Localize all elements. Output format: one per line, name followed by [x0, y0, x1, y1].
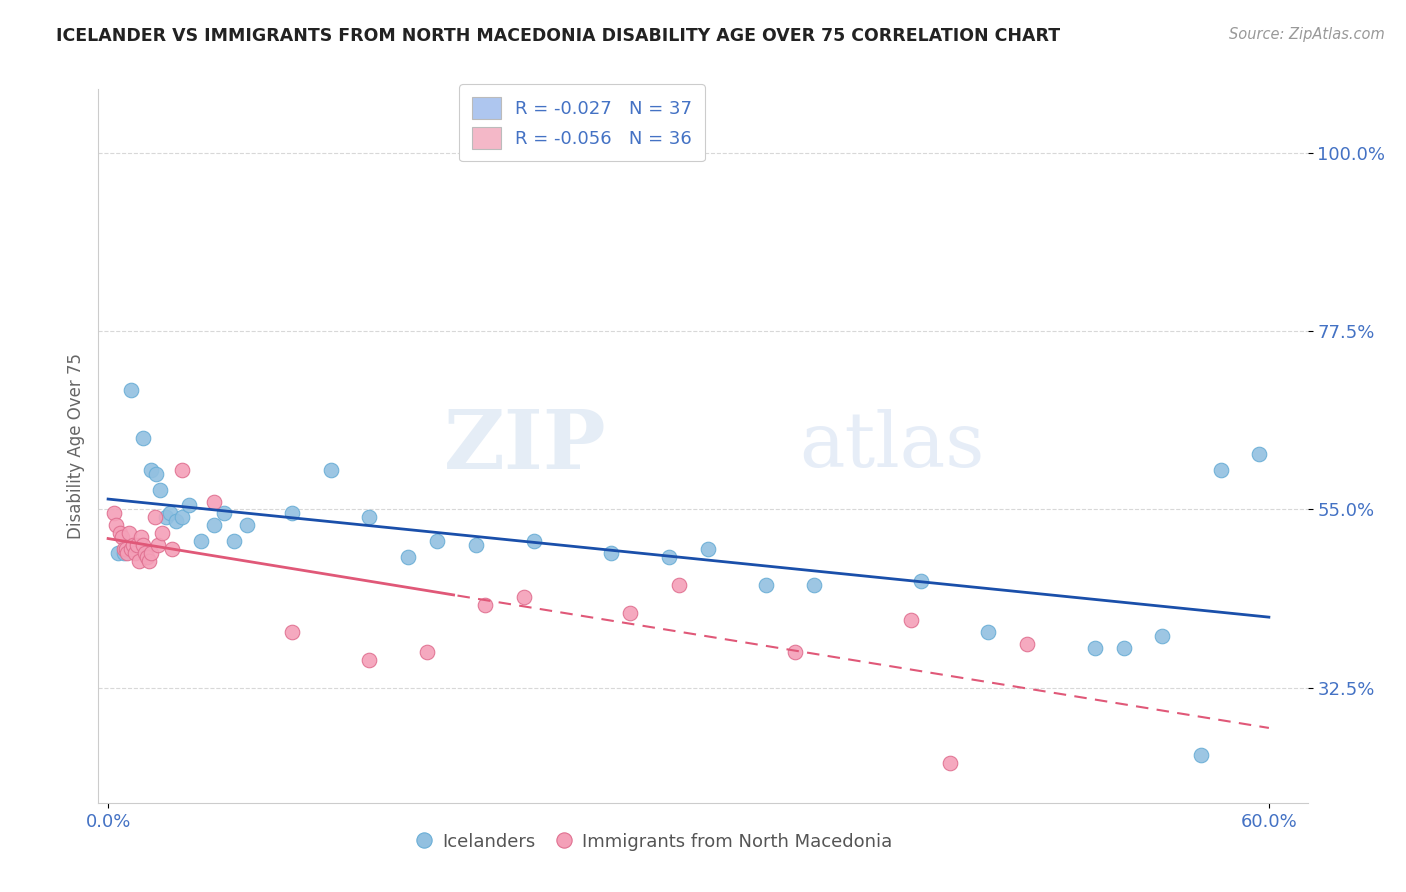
Point — [114, 542, 136, 557]
Point — [118, 526, 141, 541]
Point — [359, 653, 381, 667]
Point — [696, 542, 718, 557]
Point — [396, 549, 419, 564]
Point — [170, 510, 193, 524]
Point — [658, 549, 681, 564]
Point — [236, 518, 259, 533]
Point — [783, 645, 806, 659]
Point — [1189, 748, 1212, 763]
Point — [416, 645, 439, 659]
Point — [143, 510, 166, 524]
Point — [600, 546, 623, 560]
Point — [117, 546, 139, 560]
Point — [523, 534, 546, 549]
Point — [145, 467, 167, 481]
Point — [139, 463, 162, 477]
Point — [1249, 447, 1271, 461]
Legend: Icelanders, Immigrants from North Macedonia: Icelanders, Immigrants from North Macedo… — [409, 826, 900, 858]
Point — [103, 507, 125, 521]
Text: ZIP: ZIP — [444, 406, 606, 486]
Point — [138, 554, 160, 568]
Point — [977, 625, 1000, 640]
Point — [204, 518, 226, 533]
Point — [108, 526, 131, 541]
Point — [474, 598, 496, 612]
Text: atlas: atlas — [800, 409, 986, 483]
Point — [319, 463, 342, 477]
Point — [1015, 637, 1038, 651]
Point — [170, 463, 193, 477]
Point — [190, 534, 212, 549]
Point — [127, 538, 149, 552]
Point — [148, 538, 170, 552]
Point — [159, 507, 181, 521]
Point — [112, 546, 135, 560]
Point — [1084, 641, 1107, 656]
Point — [910, 574, 932, 588]
Point — [134, 546, 156, 560]
Point — [165, 514, 187, 528]
Point — [281, 625, 304, 640]
Point — [120, 542, 142, 557]
Point — [900, 614, 922, 628]
Point — [619, 606, 641, 620]
Point — [204, 494, 226, 508]
Point — [155, 510, 177, 524]
Point — [104, 518, 127, 533]
Point — [112, 542, 135, 557]
Point — [124, 546, 146, 560]
Text: Source: ZipAtlas.com: Source: ZipAtlas.com — [1229, 27, 1385, 42]
Point — [222, 534, 245, 549]
Point — [938, 756, 960, 771]
Point — [212, 507, 235, 521]
Text: ICELANDER VS IMMIGRANTS FROM NORTH MACEDONIA DISABILITY AGE OVER 75 CORRELATION : ICELANDER VS IMMIGRANTS FROM NORTH MACED… — [56, 27, 1060, 45]
Point — [132, 431, 155, 445]
Point — [160, 542, 183, 557]
Point — [111, 530, 134, 544]
Point — [135, 549, 157, 564]
Point — [149, 483, 172, 497]
Point — [513, 590, 536, 604]
Point — [464, 538, 486, 552]
Point — [139, 546, 162, 560]
Point — [1152, 629, 1174, 643]
Point — [803, 578, 825, 592]
Point — [179, 499, 201, 513]
Point — [120, 384, 142, 398]
Point — [107, 546, 129, 560]
Point — [1112, 641, 1135, 656]
Point — [1209, 463, 1232, 477]
Point — [128, 554, 150, 568]
Y-axis label: Disability Age Over 75: Disability Age Over 75 — [66, 353, 84, 539]
Point — [132, 538, 155, 552]
Point — [150, 526, 173, 541]
Point — [426, 534, 449, 549]
Point — [122, 538, 145, 552]
Point — [668, 578, 690, 592]
Point — [281, 507, 304, 521]
Point — [359, 510, 381, 524]
Point — [755, 578, 778, 592]
Point — [129, 530, 152, 544]
